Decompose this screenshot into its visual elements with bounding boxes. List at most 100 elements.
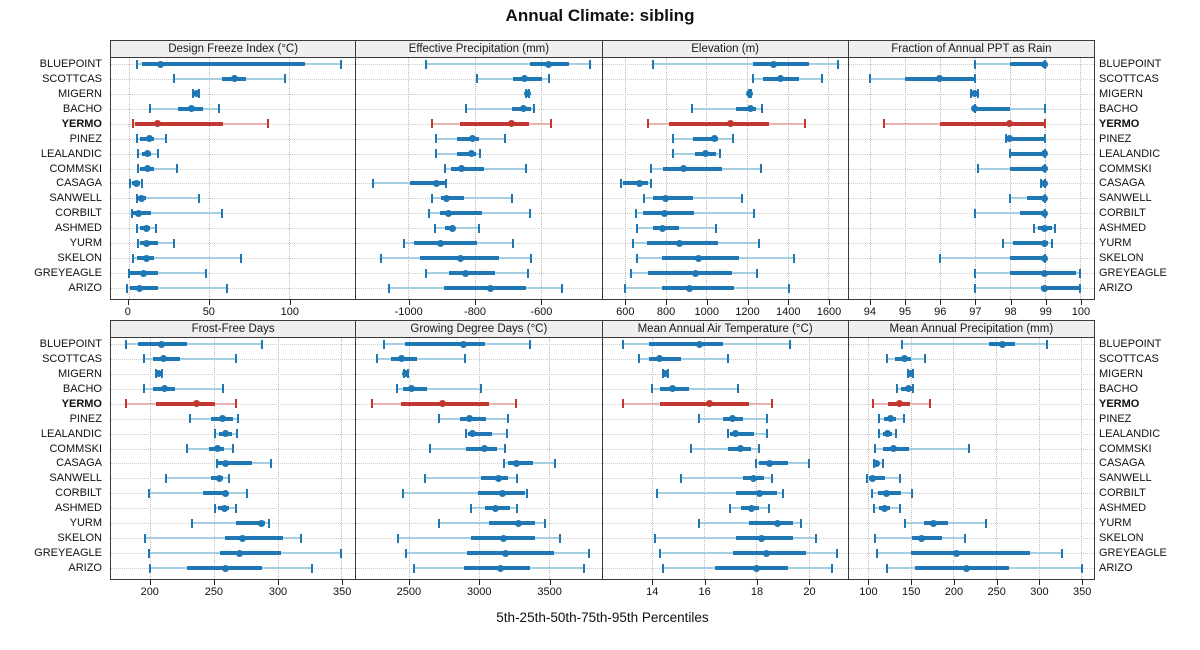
whisker-cap-5th: [638, 354, 641, 364]
whisker-cap-95th: [340, 548, 343, 558]
percentile-whisker: [849, 58, 1094, 299]
whisker-5-25: [752, 77, 763, 80]
median-dot: [930, 519, 938, 527]
whisker-5-25: [699, 522, 749, 525]
whisker-cap-5th: [132, 119, 135, 129]
percentile-whisker: [356, 338, 601, 579]
panel-effective-precipitation-mm: [355, 57, 603, 300]
percentile-whisker: [111, 58, 355, 299]
whisker-cap-95th: [898, 503, 901, 513]
panel-header-mean-annual-precipitation-mm: Mean Annual Precipitation (mm): [847, 320, 1095, 338]
whisker-75-95: [228, 492, 248, 495]
row-guide-line: [602, 433, 848, 435]
whisker-75-95: [151, 152, 158, 155]
whisker-cap-5th: [149, 563, 152, 573]
whisker-5-25: [403, 492, 479, 495]
whisker-cap-95th: [771, 399, 774, 409]
whisker-cap-95th: [234, 503, 237, 513]
row-guide-line: [848, 183, 1094, 185]
whisker-5-25: [127, 287, 131, 289]
row-guide-line: [602, 508, 848, 510]
median-dot: [732, 430, 740, 438]
median-dot: [904, 385, 912, 393]
whisker-cap-5th: [431, 119, 434, 129]
panel-header-growing-degree-days-c: Growing Degree Days (°C): [355, 320, 603, 338]
site-label: LEALANDIC: [1099, 147, 1161, 160]
interquartile-bar: [225, 536, 283, 541]
whisker-75-95: [909, 447, 969, 450]
interquartile-bar: [652, 196, 694, 201]
whisker-75-95: [262, 567, 312, 569]
percentile-whisker: [356, 338, 601, 579]
whisker-75-95: [530, 567, 585, 569]
whisker-5-25: [659, 552, 733, 555]
whisker-75-95: [417, 357, 465, 360]
row-guide-line: [602, 93, 848, 95]
row-guide-line: [848, 463, 1094, 465]
median-dot: [491, 504, 499, 512]
site-label: SCOTTCAS: [1099, 72, 1159, 85]
percentile-whisker: [111, 338, 355, 579]
whisker-cap-95th: [910, 488, 913, 498]
whisker-5-25: [904, 522, 924, 525]
percentile-whisker: [356, 338, 601, 579]
whisker-75-95: [941, 537, 966, 540]
interquartile-bar: [1009, 256, 1045, 261]
whisker-cap-95th: [924, 354, 927, 364]
median-dot: [662, 194, 670, 202]
interquartile-bar: [457, 136, 479, 141]
whisker-cap-95th: [232, 444, 235, 454]
median-dot: [889, 445, 897, 453]
percentile-whisker: [356, 58, 601, 299]
whisker-cap-5th: [624, 283, 627, 293]
whisker-75-95: [721, 167, 761, 170]
whisker-cap-5th: [671, 149, 674, 159]
whisker-cap-95th: [237, 414, 240, 424]
x-tick-label: 250: [987, 586, 1006, 598]
median-dot: [449, 224, 457, 232]
median-dot: [138, 194, 146, 202]
gridline-vertical: [1038, 338, 1040, 579]
median-dot: [192, 400, 200, 408]
whisker-75-95: [569, 63, 590, 65]
whisker-cap-5th: [661, 563, 664, 573]
interquartile-bar: [404, 342, 485, 346]
whisker-cap-95th: [815, 533, 818, 543]
whisker-75-95: [553, 552, 590, 555]
x-tick-label: 96: [934, 306, 947, 318]
whisker-5-25: [424, 477, 482, 480]
whisker-75-95: [455, 227, 479, 230]
site-label: YURM: [69, 517, 102, 530]
whisker-cap-95th: [154, 223, 157, 233]
whisker-5-25: [126, 402, 156, 405]
median-dot: [139, 269, 147, 277]
percentile-whisker: [603, 338, 848, 579]
whisker-cap-5th: [866, 473, 869, 483]
whisker-5-25: [902, 343, 990, 345]
whisker-75-95: [229, 507, 236, 510]
row-guide-line: [848, 228, 1094, 230]
whisker-cap-5th: [402, 238, 405, 248]
row-guide-line: [848, 388, 1094, 390]
x-tick-mark: [208, 300, 210, 305]
interquartile-bar: [202, 491, 229, 496]
whisker-cap-5th: [651, 59, 654, 69]
whisker-cap-5th: [435, 149, 438, 159]
x-tick-label: 100: [1071, 306, 1091, 318]
x-tick-mark: [747, 300, 749, 305]
x-tick-mark: [911, 580, 913, 585]
percentile-whisker: [111, 338, 355, 579]
x-tick-mark: [953, 580, 955, 585]
whisker-5-25: [672, 137, 694, 140]
whisker-75-95: [680, 357, 728, 360]
whisker-cap-5th: [387, 283, 390, 293]
whisker-cap-95th: [895, 429, 898, 439]
interquartile-bar: [623, 181, 648, 186]
whisker-cap-95th: [478, 149, 481, 159]
x-tick-label: 1200: [735, 306, 760, 318]
whisker-5-25: [691, 107, 736, 110]
percentile-whisker: [849, 58, 1094, 299]
whisker-75-95: [510, 507, 518, 510]
median-dot: [154, 120, 162, 128]
chart-title: Annual Climate: sibling: [505, 6, 695, 25]
